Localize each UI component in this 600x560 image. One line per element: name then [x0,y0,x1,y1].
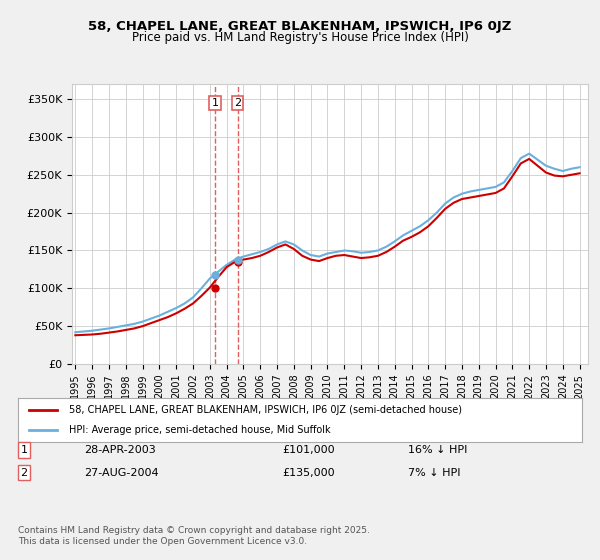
Text: Price paid vs. HM Land Registry's House Price Index (HPI): Price paid vs. HM Land Registry's House … [131,31,469,44]
Text: 2: 2 [234,98,241,108]
Text: 27-AUG-2004: 27-AUG-2004 [84,468,158,478]
Text: Contains HM Land Registry data © Crown copyright and database right 2025.
This d: Contains HM Land Registry data © Crown c… [18,526,370,546]
Text: 7% ↓ HPI: 7% ↓ HPI [408,468,461,478]
Text: 28-APR-2003: 28-APR-2003 [84,445,156,455]
Text: 58, CHAPEL LANE, GREAT BLAKENHAM, IPSWICH, IP6 0JZ: 58, CHAPEL LANE, GREAT BLAKENHAM, IPSWIC… [88,20,512,32]
Text: 2: 2 [20,468,28,478]
Text: 58, CHAPEL LANE, GREAT BLAKENHAM, IPSWICH, IP6 0JZ (semi-detached house): 58, CHAPEL LANE, GREAT BLAKENHAM, IPSWIC… [69,405,462,415]
Text: 1: 1 [20,445,28,455]
Text: HPI: Average price, semi-detached house, Mid Suffolk: HPI: Average price, semi-detached house,… [69,425,331,435]
Text: £101,000: £101,000 [282,445,335,455]
Text: 16% ↓ HPI: 16% ↓ HPI [408,445,467,455]
Text: £135,000: £135,000 [282,468,335,478]
Text: 1: 1 [212,98,219,108]
